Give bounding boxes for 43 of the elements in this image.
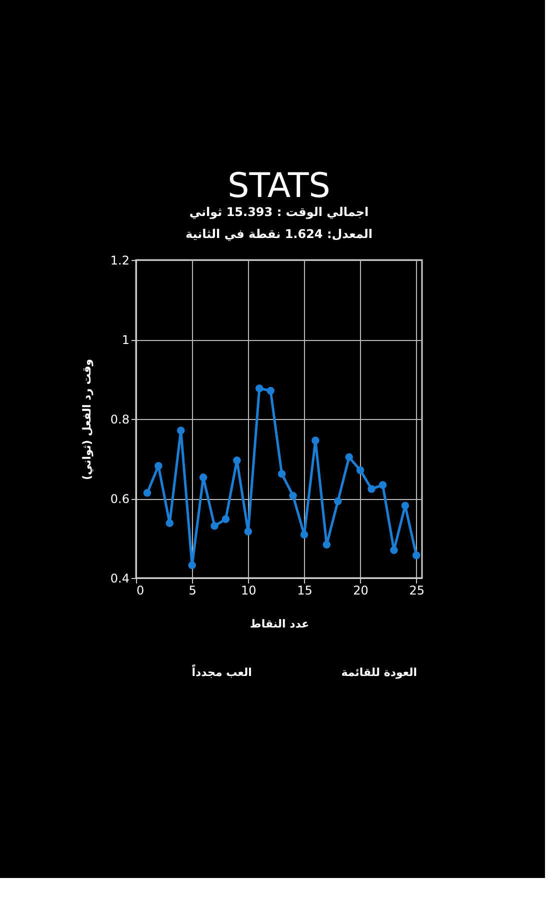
point	[222, 515, 230, 524]
point	[378, 481, 387, 489]
x-tick-label: 20	[353, 584, 368, 598]
point	[300, 530, 308, 539]
x-tick-label: 10	[241, 584, 256, 598]
point	[154, 462, 162, 470]
point	[188, 561, 196, 570]
text: العودة للقائمة	[341, 666, 418, 679]
x-axis-title: عدد النقاط	[250, 618, 310, 630]
point	[266, 386, 274, 395]
x-tick-label: 15	[297, 584, 312, 598]
point	[166, 519, 174, 528]
chart-subtitle: اجمالي الوقت : 15.393 ثواني	[189, 205, 369, 219]
point	[210, 522, 218, 530]
point	[401, 502, 410, 510]
x-tick-label: 25	[409, 584, 425, 598]
point	[278, 470, 286, 478]
y-axis-title: وقت رد الفعل (ثواني)	[80, 358, 94, 480]
point	[334, 497, 342, 506]
point	[233, 456, 241, 464]
point	[143, 489, 152, 497]
point	[368, 485, 376, 493]
point	[322, 540, 331, 548]
point	[176, 426, 185, 434]
point	[412, 551, 420, 560]
text: العب مجدداً	[192, 664, 252, 679]
point	[199, 474, 208, 482]
point	[312, 436, 320, 444]
point	[289, 492, 297, 500]
x-tick-label: 5	[188, 584, 196, 598]
point	[356, 466, 364, 474]
y-tick-label: 0.4	[110, 572, 130, 586]
y-tick-label: 1	[122, 333, 130, 347]
point	[244, 528, 252, 536]
y-tick-label: 1.2	[110, 254, 130, 268]
chart-title: STATS	[228, 166, 330, 206]
x-tick-label: 0	[136, 584, 144, 598]
y-tick-label: 0.6	[110, 492, 130, 506]
point	[345, 453, 353, 462]
point	[390, 546, 398, 554]
text: المعدل: 1.624 نقطة في الثانية	[185, 227, 373, 241]
point	[256, 384, 264, 392]
y-tick-label: 0.8	[110, 412, 130, 426]
